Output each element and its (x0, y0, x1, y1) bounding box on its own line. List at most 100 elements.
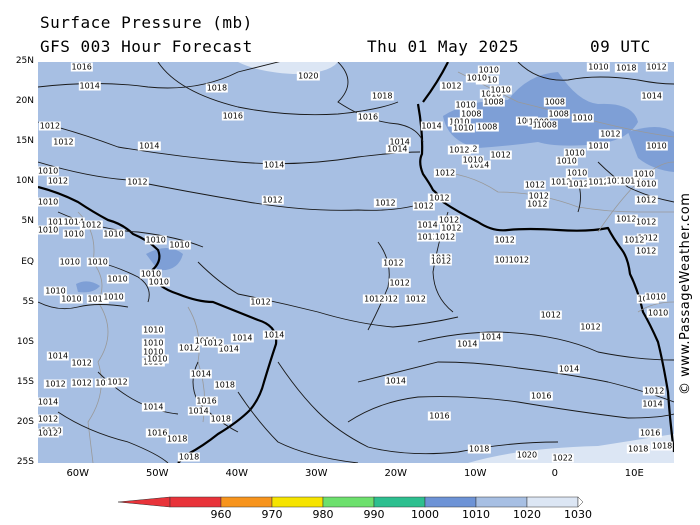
low-pressure-region-small (76, 281, 100, 293)
isobar-label: 1014 (640, 91, 663, 101)
isobar-label: 1012 (261, 195, 284, 205)
isobar-label: 1014 (388, 137, 411, 147)
isobar-label: 1012 (493, 235, 516, 245)
longitude-label: 50W (145, 468, 169, 479)
latitude-label: 15N (15, 136, 34, 147)
high-pressure-region-north (238, 62, 338, 74)
isobar-line (367, 241, 390, 331)
isobar-label: 1014 (62, 217, 85, 227)
isobar-label: 1018 (468, 444, 491, 454)
isobar-label: 1014 (217, 344, 240, 354)
isobar-label: 1008 (475, 122, 499, 132)
isobar-label: 1012 (249, 297, 272, 307)
latitude-label: 25S (16, 457, 34, 467)
isobar-label: 1010 (587, 141, 610, 151)
colorbar-label: 1030 (564, 508, 592, 521)
isobar-label: 1010 (58, 257, 81, 267)
isobar-label: 1012 (36, 428, 60, 438)
isobar-label: 1010 (142, 325, 165, 335)
isobar-label: 1010 (632, 169, 655, 179)
longitude-label: 60W (66, 468, 90, 479)
isobar-label: 1012 (388, 278, 411, 288)
isobar-label: 1014 (641, 399, 664, 409)
coastline-west-africa (416, 103, 674, 453)
isobar-label: 1014 (187, 406, 210, 416)
isobar-label: 1010 (563, 148, 586, 158)
map-title: Surface Pressure (mb) (40, 13, 253, 32)
isobar-line (38, 301, 129, 310)
isobar-label: 1014 (468, 160, 491, 170)
isobar-label: 1014 (416, 220, 439, 230)
colorbar-segment (220, 496, 273, 508)
isobar-label: 1012 (433, 232, 457, 242)
colorbar-arrow-low (118, 496, 171, 508)
isobar-label: 1012 (523, 180, 547, 190)
isobar-label: 1014 (189, 369, 213, 379)
isobar-label: 1012 (70, 358, 93, 368)
isobar-label: 1010 (644, 292, 667, 302)
isobar-label: 1010 (646, 308, 670, 318)
isobar-label: 1010 (142, 338, 165, 348)
isobar-label: 1010 (102, 292, 125, 302)
latitude-label: 25N (15, 56, 34, 66)
longitude-label: 10W (463, 468, 487, 479)
colorbar-label: 970 (261, 508, 283, 521)
forecast-label: GFS 003 Hour Forecast (40, 37, 253, 56)
isobar-label: 1010 (44, 286, 67, 296)
isobar-label: 1022 (551, 453, 574, 463)
isobar-label: 1012 (46, 176, 70, 186)
isobar-label: 1012 (440, 81, 463, 91)
isobar-label: 1012 (106, 377, 129, 387)
isobar-label: 1010 (102, 229, 125, 239)
isobar-label: 1012 (636, 233, 659, 243)
isobar-label: 1010 (489, 85, 512, 95)
isobar-label: 1012 (46, 217, 70, 227)
colorbar-segment (322, 496, 375, 508)
pressure-map[interactable]: 1016 1014 1018 1020 1018 1016 1016 1014 1014 1014… (36, 62, 674, 463)
isobar-label: 1018 (213, 380, 236, 390)
latitude-label: 10N (15, 176, 34, 187)
longitude-label: 30W (304, 468, 328, 479)
isobar-label: 1012 (539, 310, 562, 320)
isobar-label: 1010 (645, 141, 668, 151)
isobar-label: 1018 (209, 414, 233, 424)
isobar-label: 1018 (205, 83, 229, 93)
isobar-label: 1016 (428, 411, 451, 421)
colorbar-label: 1000 (411, 508, 439, 521)
isobar-label: 1014 (36, 397, 60, 407)
isobar-label: 1012 (428, 193, 451, 203)
isobar-label: 1010 (147, 277, 171, 287)
isobar-label: 1018 (165, 434, 189, 444)
isobar-label: 1012 (382, 258, 405, 267)
isobar-label: 1012 (374, 198, 397, 208)
isobar-label: 1012 (634, 217, 658, 227)
isobar-label: 1016 (70, 62, 93, 72)
isobar-line (517, 62, 674, 85)
isobar-line (97, 261, 150, 303)
longitude-label: 20W (384, 468, 408, 479)
colorbar-label: 1010 (462, 508, 490, 521)
isobar-label: 1012 (587, 177, 610, 187)
isobar-label: 1014 (420, 121, 443, 131)
isobar-label: 1012 (177, 343, 201, 353)
isobar-label: 1008 (547, 109, 570, 119)
isobar-label: 1012 (376, 294, 399, 304)
isobar-label: 1012 (615, 214, 638, 224)
colorbar-label: 960 (210, 508, 232, 521)
isobar-label: 1014 (138, 141, 161, 151)
isobar-label: 1010 (86, 257, 109, 267)
isobar-label: 1014 (479, 332, 503, 342)
isobar-label: 1012 (619, 176, 642, 186)
isobar-line (38, 161, 429, 211)
isobar-label: 1010 (461, 155, 485, 165)
isobar-label: 1012 (645, 62, 668, 72)
latitude-label: 15S (16, 376, 34, 387)
forecast-date: Thu 01 May 2025 (367, 37, 519, 56)
isobar-label: 1010 (555, 156, 578, 166)
isobar-label: 1010 (60, 294, 83, 304)
isobar-label: 1010 (86, 294, 109, 304)
isobar-label: 1008 (460, 109, 483, 119)
isobar-label: 1010 (62, 229, 85, 239)
isobar-label: 1012 (599, 129, 622, 139)
isobar-label: 1012 (433, 168, 457, 178)
